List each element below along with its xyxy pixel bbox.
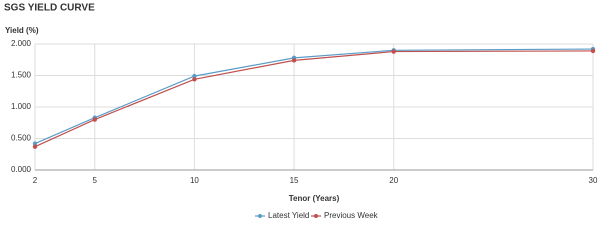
y-tick-label: 1.000 (11, 102, 32, 111)
point (192, 73, 197, 79)
x-axis-label: Tenor (Years) (289, 194, 340, 203)
chart: SGS YIELD CURVE Yield (%) Tenor (Years) … (4, 3, 598, 220)
legend-label: Previous Week (324, 211, 379, 220)
y-tick-label: 0.000 (11, 165, 32, 174)
series-line (34, 48, 594, 145)
x-tick-label: 30 (589, 176, 598, 185)
point (32, 141, 38, 146)
legend-marker (314, 214, 318, 218)
legend-marker (258, 214, 262, 218)
point (291, 58, 297, 63)
y-tick-label: 0.500 (11, 134, 32, 143)
chart-title: SGS YIELD CURVE (4, 3, 95, 14)
point (92, 117, 97, 122)
x-tick-label: 5 (93, 176, 98, 185)
series-line (34, 50, 594, 148)
point (391, 49, 396, 54)
x-tick-label: 15 (290, 176, 299, 185)
point (32, 144, 38, 149)
y-tick-label: 2.000 (11, 39, 32, 48)
x-tick-label: 20 (389, 176, 398, 185)
legend-label: Latest Yield (268, 211, 309, 220)
y-tick-label: 1.500 (11, 71, 32, 80)
point (192, 77, 197, 82)
point (590, 48, 596, 54)
x-tick-label: 10 (190, 176, 199, 185)
y-axis-label: Yield (%) (5, 26, 39, 35)
x-tick-label: 2 (33, 176, 38, 185)
